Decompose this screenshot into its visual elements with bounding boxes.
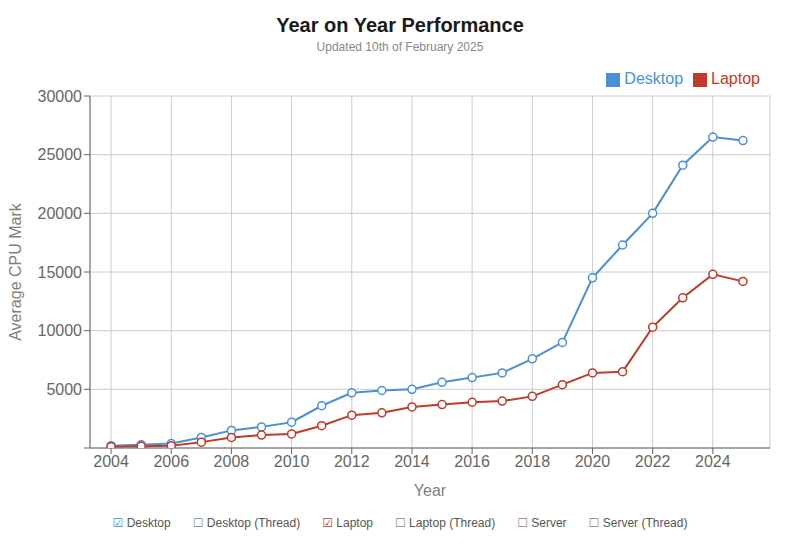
html-text:☐ Desktop (Thread): ☐ Desktop (Thread) — [192, 516, 301, 530]
svg-text:20000: 20000 — [38, 205, 83, 222]
svg-text:2012: 2012 — [334, 453, 370, 470]
svg-text:2008: 2008 — [214, 453, 250, 470]
html-text:☐ Laptop (Thread): ☐ Laptop (Thread) — [395, 516, 496, 530]
svg-text:2020: 2020 — [575, 453, 611, 470]
svg-text:5000: 5000 — [46, 381, 82, 398]
svg-text:10000: 10000 — [38, 322, 83, 339]
svg-text:2010: 2010 — [274, 453, 310, 470]
svg-text:15000: 15000 — [38, 264, 83, 281]
svg-text:2006: 2006 — [153, 453, 189, 470]
svg-text:2022: 2022 — [635, 453, 671, 470]
html-text:Year on Year Performance: Year on Year Performance — [276, 14, 524, 36]
html-text:☑ Desktop: ☑ Desktop — [112, 516, 171, 530]
html-text:☑ Laptop: ☑ Laptop — [322, 516, 373, 530]
svg-text:30000: 30000 — [38, 88, 83, 105]
svg-text:Average CPU Mark: Average CPU Mark — [7, 202, 24, 341]
svg-text:2018: 2018 — [515, 453, 551, 470]
svg-text:2014: 2014 — [394, 453, 430, 470]
html-text:☐ Server (Thread): ☐ Server (Thread) — [588, 516, 688, 530]
html-text:Updated 10th of February 2025: Updated 10th of February 2025 — [316, 40, 484, 54]
html-text:Desktop: Desktop — [624, 70, 684, 87]
svg-text:Year: Year — [414, 482, 447, 499]
svg-text:2004: 2004 — [93, 453, 129, 470]
svg-text:2024: 2024 — [695, 453, 731, 470]
svg-text:2016: 2016 — [454, 453, 490, 470]
svg-text:25000: 25000 — [38, 146, 83, 163]
html-text:Laptop: Laptop — [711, 70, 760, 87]
html-text:☐ Server: ☐ Server — [517, 516, 567, 530]
